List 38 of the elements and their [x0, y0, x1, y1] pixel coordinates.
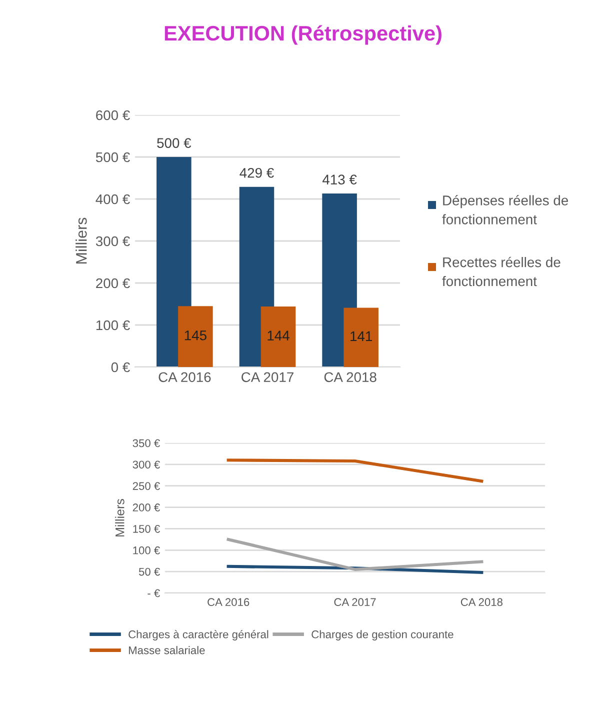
legend-label: Recettes réelles de fonctionnement — [442, 256, 560, 286]
x-tick-label: CA 2018 — [324, 372, 376, 382]
x-tick-label: CA 2017 — [242, 372, 294, 382]
x-tick-label: CA 2016 — [158, 372, 211, 382]
legend-label: Charges à caractère général — [128, 630, 268, 640]
y-tick-label: 300 € — [132, 460, 160, 469]
y-tick-label: 0 € — [111, 362, 130, 372]
chart-title: EXECUTION (Rétrospective) — [164, 25, 442, 45]
legend-label: Masse salariale — [128, 646, 205, 654]
y-tick-label: 350 € — [132, 439, 160, 448]
y-tick-label: 150 € — [133, 524, 160, 533]
data-label: 144 — [268, 330, 290, 340]
y-tick-label: 300 € — [96, 236, 130, 246]
x-tick-label: CA 2016 — [208, 598, 250, 606]
x-tick-label: CA 2018 — [460, 598, 502, 606]
y-tick-label: 600 € — [96, 110, 130, 120]
data-label: 145 — [184, 330, 206, 340]
bar — [260, 306, 296, 367]
y-axis-title: Milliers — [115, 499, 124, 536]
data-label: 429 € — [240, 168, 274, 178]
bar — [344, 308, 378, 367]
y-tick-label: 50 € — [138, 568, 160, 576]
y-tick-label: 100 € — [133, 546, 160, 554]
y-tick-label: 400 € — [96, 194, 130, 204]
data-label: 500 € — [157, 138, 192, 148]
y-axis-title: Milliers — [76, 218, 87, 264]
y-tick-label: 500 € — [96, 152, 130, 162]
y-tick-label: 250 € — [132, 482, 160, 490]
y-tick-label: 200 € — [96, 278, 130, 288]
data-label: 141 — [350, 331, 372, 341]
y-tick-label: - € — [148, 589, 160, 598]
y-tick-label: 200 € — [132, 504, 160, 512]
bar — [178, 306, 213, 367]
x-tick-label: CA 2017 — [334, 598, 376, 606]
legend-label: Dépenses réelles de fonctionnement — [442, 195, 568, 224]
y-tick-label: 100 € — [96, 320, 130, 330]
legend-label: Charges de gestion courante — [312, 630, 454, 640]
data-label: 413 € — [322, 174, 357, 184]
